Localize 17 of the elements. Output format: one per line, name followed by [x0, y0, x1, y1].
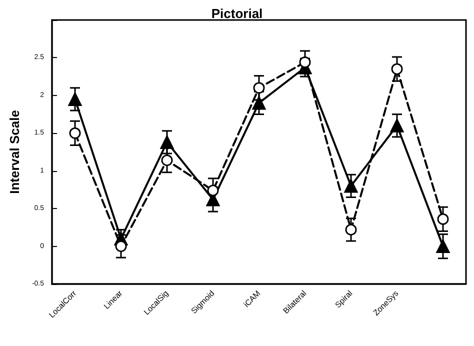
- point: [299, 56, 311, 68]
- point: [391, 63, 403, 75]
- point: [160, 135, 174, 149]
- point: [115, 240, 127, 252]
- chart-title: Pictorial: [211, 6, 263, 21]
- y-axis-title: Interval Scale: [7, 110, 22, 194]
- point: [437, 213, 449, 225]
- point: [345, 224, 357, 236]
- point: [253, 82, 265, 94]
- point: [68, 92, 82, 106]
- point: [207, 184, 219, 196]
- point: [69, 127, 81, 139]
- point: [161, 154, 173, 166]
- point: [252, 96, 266, 110]
- point: [436, 240, 450, 254]
- point: [344, 179, 358, 193]
- point: [390, 118, 404, 132]
